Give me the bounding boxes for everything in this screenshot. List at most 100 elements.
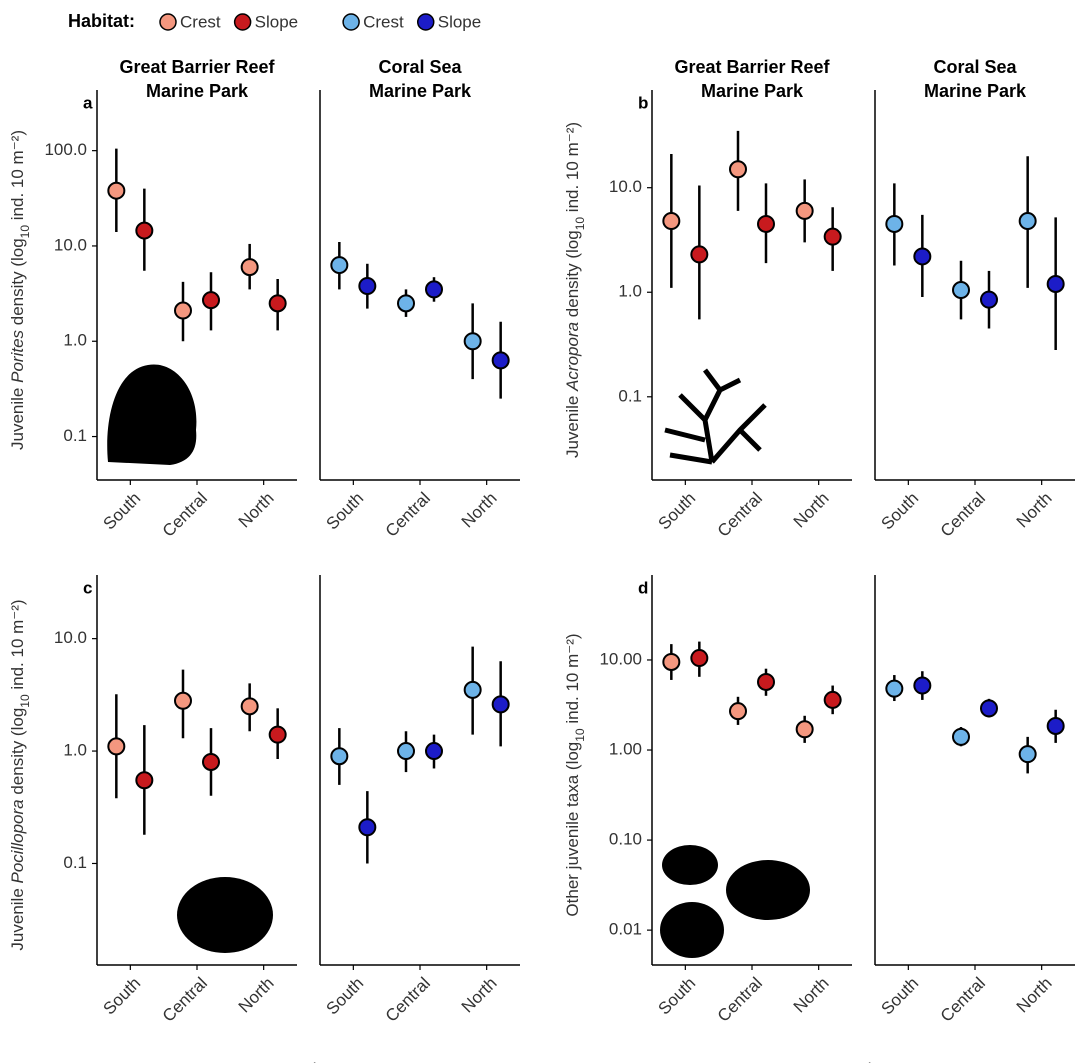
y-axis-label-part: ind. 10 m⁻²)	[8, 130, 27, 225]
legend-marker	[416, 13, 435, 31]
legend-label: Slope	[255, 12, 298, 31]
mean-point	[885, 214, 904, 233]
facet-title: Marine Park	[369, 81, 472, 101]
x-tick-label: North	[790, 489, 833, 532]
mean-point	[662, 212, 681, 231]
mean-point	[757, 214, 775, 233]
x-tick-label: North	[1013, 489, 1056, 532]
x-tick-label: Central	[382, 489, 434, 541]
x-tick-label: Central	[937, 489, 989, 541]
mean-point	[757, 672, 775, 691]
legend-label: Slope	[438, 12, 481, 31]
panel-label: c	[83, 578, 92, 597]
mean-point	[463, 680, 482, 699]
mean-point	[358, 818, 377, 837]
facet-title: Marine Park	[146, 81, 249, 101]
mean-point	[397, 294, 415, 313]
mean-point	[174, 691, 192, 710]
coral-silhouettes	[107, 364, 810, 958]
mean-point	[823, 690, 842, 709]
y-tick-label: 1.0	[618, 282, 642, 301]
mean-point	[135, 771, 154, 790]
x-tick-label: North	[1013, 974, 1056, 1017]
x-tick-label: North	[235, 489, 278, 532]
y-axis-label-part: Porites	[8, 329, 27, 382]
legend-marker	[233, 13, 252, 31]
mean-point	[491, 695, 510, 714]
y-axis-label: Juvenile Acropora density (log10 ind. 10…	[563, 122, 587, 458]
y-axis-label-part: density (log	[8, 708, 27, 800]
y-axis-label-part: Pocillopora	[8, 799, 27, 883]
mean-point	[1046, 716, 1065, 735]
mean-point	[330, 256, 349, 275]
porites-icon	[107, 364, 197, 465]
mean-point	[690, 245, 709, 264]
mean-point	[463, 332, 482, 351]
panel-label: b	[638, 93, 648, 112]
x-tick-label: South	[99, 974, 144, 1019]
y-axis-label-part: Acropora	[563, 322, 582, 392]
panel-label: a	[83, 93, 93, 112]
mean-point	[135, 221, 154, 240]
mean-point	[202, 752, 220, 771]
y-tick-label: 100.0	[44, 140, 87, 159]
mean-point	[107, 737, 126, 756]
x-tick-label: South	[654, 489, 699, 534]
mean-point	[1018, 212, 1037, 231]
y-axis-label-part: density (log	[563, 230, 582, 322]
y-axis-label-part: density (log	[8, 238, 27, 330]
x-tick-label: Central	[382, 974, 434, 1026]
y-tick-label: 0.1	[63, 853, 87, 872]
mean-point	[174, 301, 192, 320]
x-tick-label: Central	[159, 489, 211, 541]
y-tick-label: 1.0	[63, 331, 87, 350]
facet-title: Marine Park	[701, 81, 804, 101]
x-tick-label: Central	[714, 489, 766, 541]
mean-point	[330, 747, 349, 766]
y-tick-label: 10.0	[54, 235, 87, 254]
mean-point	[107, 181, 126, 200]
mean-point	[268, 294, 287, 313]
mean-point	[952, 281, 970, 300]
legend-label: Crest	[180, 12, 221, 31]
x-tick-label: North	[235, 974, 278, 1017]
y-tick-label: 10.00	[599, 649, 642, 668]
mean-point	[795, 201, 814, 220]
mean-point	[425, 280, 443, 299]
x-axis-label: Region	[282, 1059, 336, 1063]
mean-point	[1046, 274, 1065, 293]
facet-title: Coral Sea	[933, 57, 1017, 77]
x-tick-label: South	[322, 489, 367, 534]
facet-title: Great Barrier Reef	[674, 57, 830, 77]
y-tick-label: 0.1	[618, 386, 642, 405]
mean-point	[823, 227, 842, 246]
y-axis-label-part: Juvenile	[8, 383, 27, 450]
y-tick-label: 1.0	[63, 741, 87, 760]
facet-title: Great Barrier Reef	[119, 57, 275, 77]
mean-point	[885, 679, 904, 698]
y-tick-label: 0.01	[609, 920, 642, 939]
y-tick-label: 1.00	[609, 740, 642, 759]
mean-point	[240, 258, 259, 277]
mean-point	[1018, 745, 1037, 764]
x-tick-label: South	[99, 489, 144, 534]
x-tick-label: Central	[937, 974, 989, 1026]
legend-marker	[342, 13, 360, 31]
mean-point	[425, 742, 443, 761]
y-axis-label-part: Other juvenile taxa (log	[563, 742, 582, 917]
mean-point	[491, 351, 510, 370]
legend-marker	[159, 13, 177, 31]
y-axis-label-part: ind. 10 m⁻²)	[563, 122, 582, 217]
mean-point	[662, 652, 681, 671]
mean-point	[980, 699, 998, 718]
mean-point	[358, 276, 377, 295]
y-axis-label-part: ind. 10 m⁻²)	[8, 599, 27, 694]
legend-title: Habitat:	[68, 11, 135, 31]
y-axis-label: Juvenile Porites density (log10 ind. 10 …	[8, 130, 32, 450]
mean-point	[729, 702, 747, 721]
mean-point	[690, 649, 709, 668]
y-axis-label-part: 10	[573, 217, 587, 231]
mean-point	[952, 727, 970, 746]
mean-point	[980, 290, 998, 309]
